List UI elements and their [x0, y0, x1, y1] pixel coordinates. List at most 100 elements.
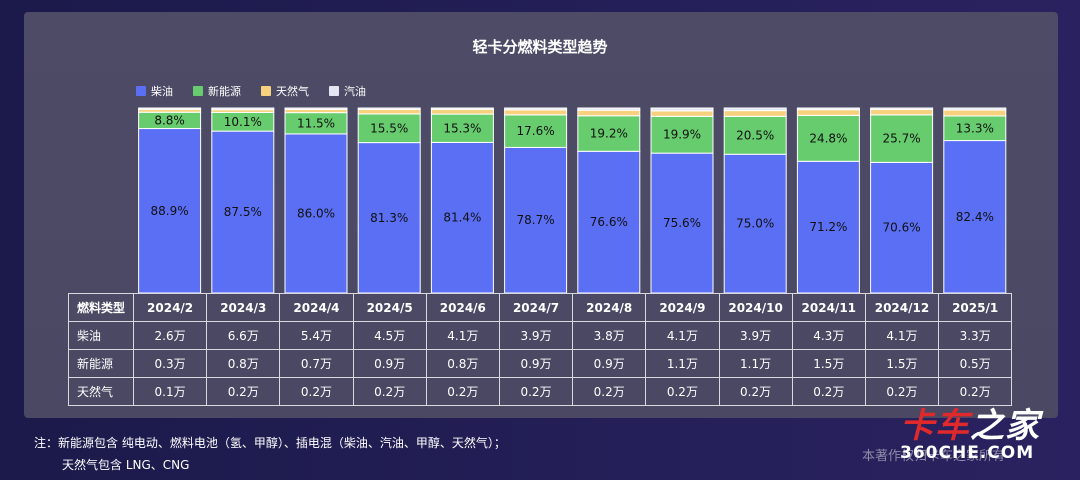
bar-segment-diesel-2024/9	[650, 152, 714, 294]
table-cell: 0.2万	[498, 377, 574, 406]
legend-swatch-natural-gas	[261, 86, 271, 96]
data-label-new-energy-2024/12: 25.7%	[883, 132, 921, 146]
table-header-month: 2024/10	[718, 293, 793, 322]
table-cell: 0.5万	[938, 349, 1013, 378]
data-label-diesel-2024/2: 88.9%	[151, 204, 189, 218]
legend-label-natural-gas: 天然气	[276, 85, 309, 98]
data-label-diesel-2024/5: 81.3%	[370, 211, 408, 225]
legend-swatch-diesel	[136, 86, 146, 96]
bar-segment-natural-gas-2024/12	[870, 108, 934, 116]
bar-segment-gasoline-2025/1	[943, 107, 1007, 111]
table-cell: 3.9万	[498, 321, 574, 350]
bar-segment-new-energy-2024/12	[870, 114, 934, 163]
logo-domain: 360CHE.COM	[900, 443, 1035, 463]
legend-item-new-energy: 新能源	[193, 83, 241, 99]
bar-segment-new-energy-2024/10	[723, 115, 787, 155]
table-header-month: 2024/3	[206, 293, 281, 322]
copyright-text: 本著作权归卡车之家所有	[862, 449, 1006, 464]
table-row: 柴油 2.6万 6.6万 5.4万 4.5万 4.1万 3.9万 3.8万 4.1万 3.9万 4.…	[68, 321, 1013, 350]
logo-wordmark-b: 之家	[970, 406, 1040, 446]
table-header-month: 2024/9	[645, 293, 720, 322]
legend-swatch-new-energy	[193, 86, 203, 96]
data-label-diesel-2024/7: 78.7%	[517, 213, 555, 227]
volume-table: 燃料类型 2024/2 2024/3 2024/4 2024/5 2024/6 2024/…	[68, 293, 1013, 406]
table-row-label: 天然气	[68, 377, 134, 406]
table-header-month: 2024/11	[791, 293, 866, 322]
bar-segment-natural-gas-2024/6	[430, 108, 494, 115]
data-label-diesel-2024/6: 81.4%	[443, 211, 481, 225]
footnote-line-2: 天然气包含 LNG、CNG	[62, 458, 190, 472]
bar-segment-natural-gas-2024/8	[577, 109, 641, 117]
table-header-month: 2024/12	[864, 293, 940, 322]
bar-segment-natural-gas-2024/10	[723, 110, 787, 117]
data-label-new-energy-2024/11: 24.8%	[809, 131, 847, 145]
data-label-new-energy-2024/7: 17.6%	[517, 124, 555, 138]
stacked-bar-chart: 88.9% 8.8% 87.5% 10.1% 86.0% 11.5% 81.3% 15.5% 8…	[138, 107, 1007, 294]
bar-segment-natural-gas-2025/1	[943, 109, 1007, 117]
bar-segment-new-energy-2024/9	[650, 115, 714, 154]
data-label-new-energy-2024/10: 20.5%	[736, 128, 774, 142]
table-cell: 0.8万	[425, 349, 500, 378]
logo-wordmark-a: 卡车	[900, 406, 970, 446]
logo-wordmark: 卡车之家	[900, 398, 1060, 447]
data-label-new-energy-2025/1: 13.3%	[956, 121, 994, 135]
table-cell: 0.2万	[572, 377, 647, 406]
bar-segment-gasoline-2024/4	[284, 107, 348, 110]
table-header-month: 2024/6	[425, 293, 500, 322]
table-row-label: 柴油	[68, 321, 134, 350]
bar-segment-gasoline-2024/6	[430, 107, 494, 110]
table-cell: 0.2万	[718, 377, 793, 406]
table-cell: 1.5万	[791, 349, 866, 378]
bar-segment-gasoline-2024/10	[723, 107, 787, 112]
table-cell: 3.8万	[572, 321, 647, 350]
table-cell: 0.9万	[498, 349, 574, 378]
chart-title: 轻卡分燃料类型趋势	[472, 38, 608, 56]
bar-segment-gasoline-2024/5	[357, 107, 421, 110]
table-cell: 0.2万	[425, 377, 500, 406]
bar-segment-diesel-2024/3	[211, 130, 275, 294]
brand-logo: 卡车之家 360CHE.COM	[900, 398, 1060, 464]
legend-label-gasoline: 汽油	[344, 85, 366, 98]
table-cell: 2.6万	[132, 321, 208, 350]
table-row-label: 新能源	[68, 349, 134, 378]
data-label-new-energy-2024/3: 10.1%	[224, 115, 262, 129]
table-header-label: 燃料类型	[68, 293, 134, 322]
data-label-diesel-2025/1: 82.4%	[956, 210, 994, 224]
bar-segment-diesel-2025/1	[943, 140, 1007, 294]
legend-item-diesel: 柴油	[136, 83, 173, 99]
bar-segment-new-energy-2025/1	[943, 115, 1007, 142]
bar-segment-gasoline-2024/11	[796, 107, 860, 111]
bar-segment-natural-gas-2024/11	[796, 109, 860, 116]
table-cell: 4.1万	[425, 321, 500, 350]
bar-segment-diesel-2024/4	[284, 133, 348, 294]
bar-segment-new-energy-2024/6	[430, 113, 494, 143]
bar-segment-natural-gas-2024/7	[504, 109, 568, 116]
table-cell: 4.3万	[791, 321, 866, 350]
table-cell: 3.9万	[718, 321, 793, 350]
table-cell: 0.2万	[938, 377, 1013, 406]
table-cell: 1.1万	[718, 349, 793, 378]
bar-segment-gasoline-2024/2	[138, 107, 202, 110]
bar-segment-gasoline-2024/7	[504, 107, 568, 111]
table-cell: 6.6万	[206, 321, 281, 350]
table-cell: 5.4万	[279, 321, 354, 350]
bar-segment-natural-gas-2024/5	[357, 108, 421, 115]
bar-segment-new-energy-2024/7	[504, 114, 568, 148]
bar-segment-gasoline-2024/3	[211, 107, 275, 111]
table-cell: 0.2万	[645, 377, 720, 406]
table-cell: 0.7万	[279, 349, 354, 378]
table-header-month: 2024/4	[279, 293, 354, 322]
bar-segment-gasoline-2024/12	[870, 107, 934, 110]
bar-segment-gasoline-2024/8	[577, 107, 641, 111]
footnote: 注：新能源包含 纯电动、燃料电池（氢、甲醇）、插电混（柴油、汽油、甲醇、天然气）…	[34, 432, 506, 476]
chart-legend: 柴油 新能源 天然气 汽油	[136, 83, 366, 99]
data-label-new-energy-2024/9: 19.9%	[663, 128, 701, 142]
legend-item-natural-gas: 天然气	[261, 83, 309, 99]
table-cell: 1.5万	[864, 349, 940, 378]
data-label-diesel-2024/3: 87.5%	[224, 205, 262, 219]
bar-segment-diesel-2024/11	[796, 160, 860, 294]
legend-item-gasoline: 汽油	[329, 83, 366, 99]
data-label-diesel-2024/12: 70.6%	[883, 221, 921, 235]
table-header-month: 2024/7	[498, 293, 574, 322]
table-cell: 0.2万	[206, 377, 281, 406]
